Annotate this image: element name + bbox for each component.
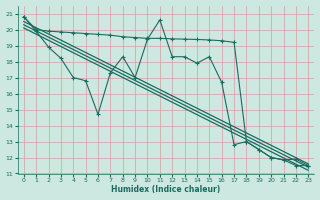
X-axis label: Humidex (Indice chaleur): Humidex (Indice chaleur): [111, 185, 221, 194]
